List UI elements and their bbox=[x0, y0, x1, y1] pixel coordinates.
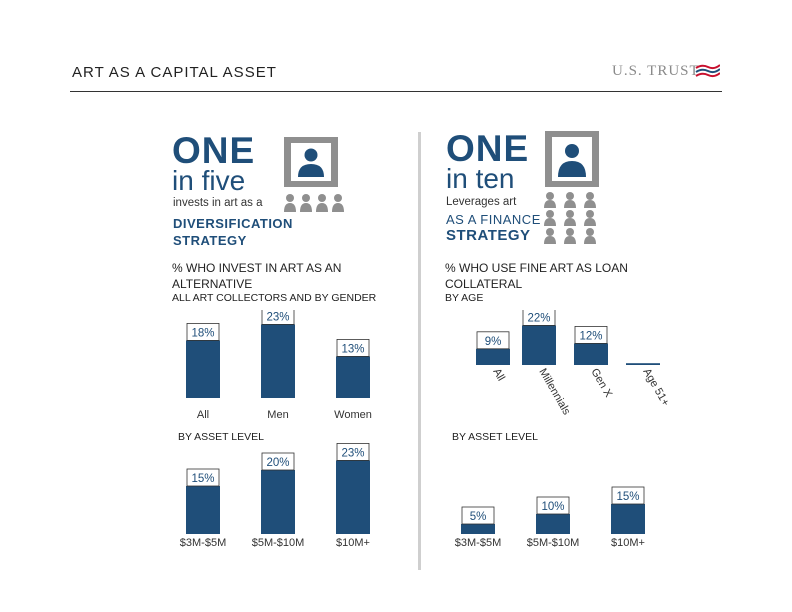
right-asset-label-box-2 bbox=[536, 496, 570, 515]
column-divider bbox=[418, 132, 421, 570]
gender-value-label-2: 23% bbox=[266, 311, 289, 323]
left-big-number: ONE bbox=[172, 130, 256, 171]
left-asset-level-label: BY ASSET LEVEL bbox=[178, 431, 264, 443]
gender-label-box-2 bbox=[261, 310, 295, 325]
left-asset-label-box-3 bbox=[336, 443, 370, 461]
gender-category-2: Men bbox=[267, 409, 288, 421]
left-asset-value-label-2: 20% bbox=[266, 457, 289, 469]
left-asset-bar-1 bbox=[186, 486, 220, 534]
right-desc-line3: STRATEGY bbox=[446, 227, 531, 244]
left-desc-line2: DIVERSIFICATION bbox=[173, 216, 293, 231]
framed-portrait-icon bbox=[284, 137, 338, 187]
right-asset-category-3: $10M+ bbox=[611, 537, 645, 549]
left-asset-value-label-1: 15% bbox=[191, 473, 214, 485]
left-section-subtitle: ALL ART COLLECTORS AND BY GENDER bbox=[172, 292, 377, 304]
left-asset-label-box-2 bbox=[261, 452, 295, 471]
slide-title: ART AS A CAPITAL ASSET bbox=[72, 64, 277, 81]
gender-category-3: Women bbox=[334, 409, 372, 421]
right-asset-label-box-1 bbox=[461, 506, 495, 525]
age-value-label-1: 9% bbox=[485, 336, 502, 348]
age-bar-2 bbox=[522, 325, 556, 365]
title-rule bbox=[70, 91, 722, 92]
gender-bar-chart: 18% All 23% Men 13% Women bbox=[186, 310, 372, 421]
right-big-number: ONE bbox=[446, 128, 530, 169]
age-value-label-2: 22% bbox=[527, 312, 550, 324]
flag-logo-icon bbox=[695, 64, 720, 78]
right-asset-bar-1 bbox=[461, 524, 495, 534]
framed-portrait-icon-right bbox=[545, 131, 599, 187]
right-asset-bar-2 bbox=[536, 514, 570, 534]
age-category-2: Millennials bbox=[536, 367, 572, 418]
left-asset-value-label-3: 23% bbox=[341, 447, 364, 459]
age-bar-1 bbox=[476, 348, 510, 365]
right-asset-category-2: $5M-$10M bbox=[527, 537, 580, 549]
right-section-subtitle: BY AGE bbox=[445, 292, 484, 304]
gender-bar-2 bbox=[261, 324, 295, 398]
left-asset-bar-3 bbox=[336, 460, 370, 534]
gender-value-label-3: 13% bbox=[341, 343, 364, 355]
gender-value-label-1: 18% bbox=[191, 327, 214, 339]
left-section-title: % WHO INVEST IN ART AS AN ALTERNATIVE bbox=[172, 261, 342, 291]
right-desc-line2: AS A FINANCE bbox=[446, 212, 541, 227]
right-asset-category-1: $3M-$5M bbox=[455, 537, 501, 549]
left-asset-category-2: $5M-$10M bbox=[252, 537, 305, 549]
person-icons-row bbox=[284, 194, 344, 212]
right-asset-value-label-1: 5% bbox=[470, 511, 487, 523]
age-category-4: Age 51+ bbox=[640, 367, 671, 409]
age-bar-3 bbox=[574, 343, 608, 365]
right-asset-value-label-3: 15% bbox=[616, 491, 639, 503]
gender-category-1: All bbox=[197, 409, 209, 421]
right-big-fraction: in ten bbox=[446, 163, 515, 194]
gender-label-box-1 bbox=[186, 322, 220, 341]
left-desc-line1: invests in art as a bbox=[173, 197, 263, 209]
left-asset-label-box-1 bbox=[186, 468, 220, 487]
left-big-fraction: in five bbox=[172, 165, 246, 196]
person-icons-grid bbox=[544, 192, 596, 244]
age-bar-chart: 9% All 22% Millennials 12% Gen X Age 51+ bbox=[476, 310, 671, 418]
left-asset-category-1: $3M-$5M bbox=[180, 537, 226, 549]
gender-bar-1 bbox=[186, 340, 220, 398]
gender-bar-3 bbox=[336, 356, 370, 398]
right-asset-bar-chart: 5% $3M-$5M 10% $5M-$10M 15% $10M+ bbox=[455, 486, 645, 549]
logo-text: U.S. TRUST bbox=[612, 63, 700, 79]
age-category-1: All bbox=[490, 367, 507, 384]
right-desc-line1: Leverages art bbox=[446, 196, 517, 208]
right-asset-level-label: BY ASSET LEVEL bbox=[452, 431, 538, 443]
age-label-box-3 bbox=[574, 325, 608, 344]
right-section-title: % WHO USE FINE ART AS LOAN COLLATERAL bbox=[445, 261, 628, 291]
age-label-box-2 bbox=[522, 310, 556, 326]
right-asset-label-box-3 bbox=[611, 486, 645, 505]
left-asset-bar-2 bbox=[261, 470, 295, 534]
age-label-box-1 bbox=[476, 331, 510, 350]
right-asset-bar-3 bbox=[611, 504, 645, 534]
left-asset-bar-chart: 15% $3M-$5M 20% $5M-$10M 23% $10M+ bbox=[180, 443, 370, 549]
age-value-label-3: 12% bbox=[579, 330, 602, 342]
gender-label-box-3 bbox=[336, 338, 370, 357]
left-desc-line3: STRATEGY bbox=[173, 233, 247, 248]
left-asset-category-3: $10M+ bbox=[336, 537, 370, 549]
age-bar-4 bbox=[626, 363, 660, 365]
right-asset-value-label-2: 10% bbox=[541, 501, 564, 513]
age-category-3: Gen X bbox=[588, 367, 614, 401]
